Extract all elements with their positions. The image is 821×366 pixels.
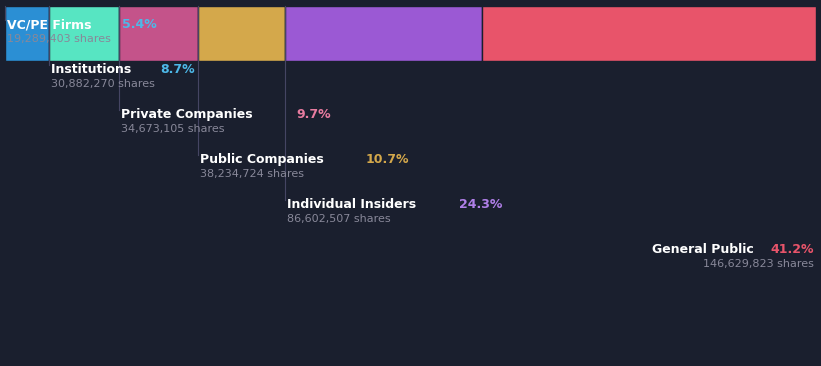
Text: Private Companies: Private Companies <box>122 108 257 121</box>
Bar <box>119 6 198 61</box>
Bar <box>48 6 119 61</box>
Text: General Public: General Public <box>652 243 758 256</box>
Text: VC/PE Firms: VC/PE Firms <box>7 18 96 31</box>
Text: 24.3%: 24.3% <box>459 198 502 211</box>
Text: 5.4%: 5.4% <box>122 18 157 31</box>
Text: 41.2%: 41.2% <box>770 243 814 256</box>
Text: Public Companies: Public Companies <box>200 153 328 166</box>
Text: 9.7%: 9.7% <box>297 108 332 121</box>
Text: 19,289,403 shares: 19,289,403 shares <box>7 34 111 44</box>
Bar <box>5 6 48 61</box>
Bar <box>198 6 285 61</box>
Text: 146,629,823 shares: 146,629,823 shares <box>703 259 814 269</box>
Bar <box>482 6 816 61</box>
Bar <box>285 6 482 61</box>
Text: 34,673,105 shares: 34,673,105 shares <box>122 124 225 134</box>
Text: Institutions: Institutions <box>51 63 135 76</box>
Text: 10.7%: 10.7% <box>365 153 409 166</box>
Text: 86,602,507 shares: 86,602,507 shares <box>287 214 391 224</box>
Text: 38,234,724 shares: 38,234,724 shares <box>200 169 304 179</box>
Text: 8.7%: 8.7% <box>160 63 195 76</box>
Text: Individual Insiders: Individual Insiders <box>287 198 420 211</box>
Text: 30,882,270 shares: 30,882,270 shares <box>51 79 154 89</box>
